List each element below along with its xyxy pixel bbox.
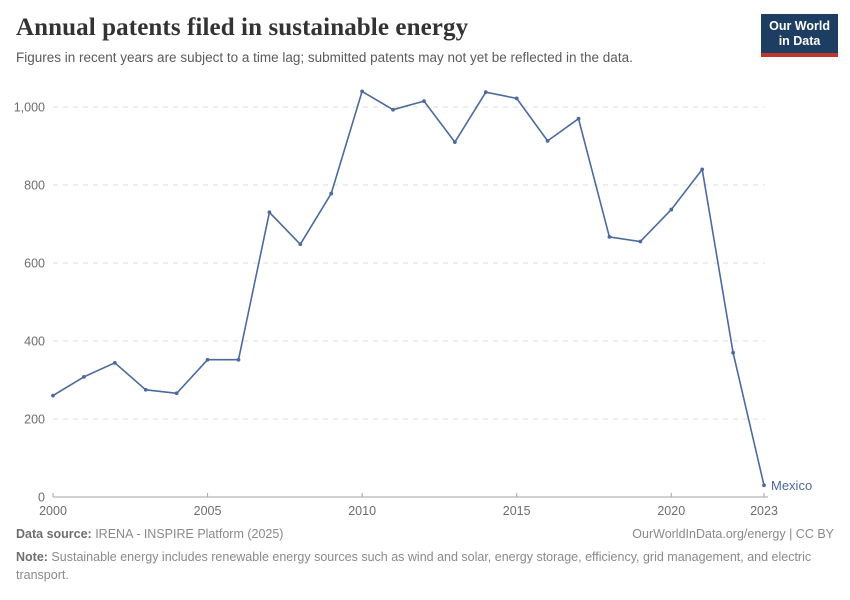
- chart-header: Annual patents filed in sustainable ener…: [16, 14, 750, 65]
- chart-canvas[interactable]: 0 200 400 600 800 1,000 2000 2005 2010 2015 2020 20…: [0, 85, 850, 535]
- data-point[interactable]: [483, 90, 488, 95]
- page-title: Annual patents filed in sustainable ener…: [16, 14, 469, 41]
- data-point[interactable]: [669, 207, 674, 212]
- owid-logo-line1: Our World: [769, 19, 830, 33]
- owid-logo[interactable]: Our World in Data: [761, 14, 838, 57]
- y-axis-tick-label: 1,000: [14, 101, 45, 115]
- data-point[interactable]: [638, 239, 643, 244]
- data-source-value: IRENA - INSPIRE Platform (2025): [91, 526, 284, 541]
- data-source-label: Data source:: [16, 526, 92, 541]
- data-point[interactable]: [607, 234, 612, 239]
- data-point[interactable]: [82, 374, 86, 379]
- x-axis-tick-label: 2015: [503, 504, 531, 518]
- chart-footer: Data source: IRENA - INSPIRE Platform (2…: [16, 525, 834, 584]
- data-point[interactable]: [514, 96, 519, 101]
- data-point[interactable]: [174, 391, 179, 396]
- data-point[interactable]: [205, 357, 210, 362]
- y-axis-tick-label: 800: [24, 179, 45, 193]
- y-axis-tick-label: 200: [24, 413, 45, 427]
- data-point[interactable]: [762, 483, 766, 488]
- x-axis-tick-label: 2020: [657, 504, 685, 518]
- series-end-label[interactable]: Mexico: [771, 478, 812, 493]
- data-line[interactable]: [52, 90, 765, 487]
- data-source: Data source: IRENA - INSPIRE Platform (2…: [16, 525, 283, 543]
- y-axis-tick-label: 600: [24, 257, 45, 271]
- origin-link[interactable]: OurWorldInData.org/energy | CC BY: [632, 526, 834, 541]
- data-point[interactable]: [267, 210, 272, 215]
- note-label: Note:: [16, 549, 48, 564]
- data-point[interactable]: [298, 242, 303, 247]
- data-point[interactable]: [51, 393, 55, 398]
- x-axis-tick-label: 2005: [194, 504, 222, 518]
- x-axis-tick-label: 2010: [348, 504, 376, 518]
- data-point[interactable]: [143, 387, 148, 392]
- data-point[interactable]: [236, 357, 241, 362]
- note-value: Sustainable energy includes renewable en…: [16, 549, 812, 582]
- y-axis-tick-label: 400: [24, 335, 45, 349]
- data-point[interactable]: [576, 116, 581, 121]
- chart-note: Note: Sustainable energy includes renewa…: [16, 548, 834, 584]
- x-axis-tick-label: 2000: [39, 504, 67, 518]
- x-axis-tick-label: 2023: [750, 504, 778, 518]
- data-point[interactable]: [545, 139, 550, 143]
- data-point[interactable]: [329, 191, 334, 196]
- data-point[interactable]: [700, 167, 705, 172]
- y-axis-tick-label: 0: [38, 491, 45, 505]
- chart-area: 0 200 400 600 800 1,000 2000 2005 2010 2015 2020 20…: [0, 85, 850, 535]
- data-point[interactable]: [391, 107, 395, 112]
- owid-logo-line2: in Data: [778, 34, 821, 48]
- data-point[interactable]: [360, 89, 365, 94]
- data-point[interactable]: [452, 140, 457, 144]
- chart-subtitle: Figures in recent years are subject to a…: [16, 50, 633, 65]
- data-point[interactable]: [422, 99, 426, 104]
- data-point[interactable]: [112, 360, 117, 365]
- data-point[interactable]: [731, 350, 735, 355]
